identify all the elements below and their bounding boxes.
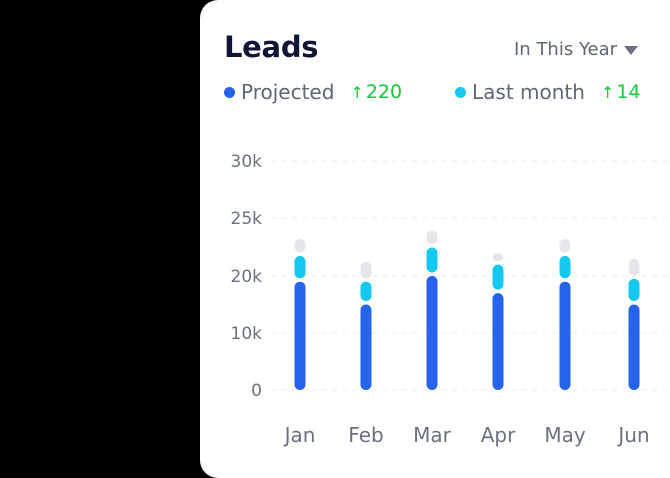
- bar-segment-last-month: [559, 256, 571, 279]
- x-tick-label: Jun: [616, 423, 649, 447]
- bar-segment-projected: [294, 281, 306, 390]
- projected-dot-icon: [224, 86, 235, 98]
- x-tick-label: Mar: [413, 423, 452, 447]
- x-tick-label: Feb: [348, 423, 383, 447]
- y-tick-label: 25k: [231, 209, 263, 229]
- y-tick-label: 10k: [231, 324, 263, 344]
- bar-segment-projected: [492, 293, 504, 390]
- caret-down-icon: [624, 46, 639, 55]
- bar-segment-remaining: [360, 261, 372, 279]
- bar-segment-projected: [426, 276, 438, 390]
- bar-segment-remaining: [492, 253, 504, 262]
- change-projected: ↑ 220: [350, 81, 402, 103]
- arrow-up-icon: ↑: [600, 83, 615, 102]
- bar-segment-remaining: [426, 230, 438, 244]
- bar-segment-last-month: [492, 264, 504, 290]
- legend-last-month: Last month ↑ 14: [455, 80, 641, 104]
- period-label: In This Year: [514, 39, 618, 60]
- bar-segment-remaining: [559, 238, 571, 253]
- legend-label-projected: Projected: [241, 80, 335, 104]
- bar-segment-projected: [360, 304, 372, 390]
- bar-segment-last-month: [426, 247, 438, 273]
- last-month-dot-icon: [455, 86, 466, 98]
- x-tick-label: Jan: [283, 423, 316, 447]
- bar-segment-projected: [559, 281, 571, 390]
- legend-label-last-month: Last month: [472, 80, 585, 104]
- period-dropdown[interactable]: In This Year: [514, 39, 639, 60]
- x-tick-label: May: [544, 423, 586, 447]
- bar-segment-last-month: [628, 278, 640, 301]
- legend-projected: Projected ↑ 220: [224, 80, 402, 104]
- bar-segment-remaining: [628, 258, 640, 276]
- change-value-projected: 220: [365, 81, 403, 103]
- bar-segment-remaining: [294, 238, 306, 253]
- card-title: Leads: [224, 30, 319, 64]
- arrow-up-icon: ↑: [350, 83, 364, 102]
- bar-segment-projected: [628, 304, 640, 390]
- y-tick-label: 20k: [231, 267, 263, 287]
- change-last-month: ↑ 14: [601, 81, 641, 103]
- bar-segment-last-month: [294, 256, 306, 279]
- bar-segment-last-month: [360, 281, 372, 301]
- y-tick-label: 0: [251, 381, 262, 401]
- change-value-last-month: 14: [616, 81, 641, 103]
- y-tick-label: 30k: [231, 152, 263, 172]
- x-tick-label: Apr: [481, 423, 516, 447]
